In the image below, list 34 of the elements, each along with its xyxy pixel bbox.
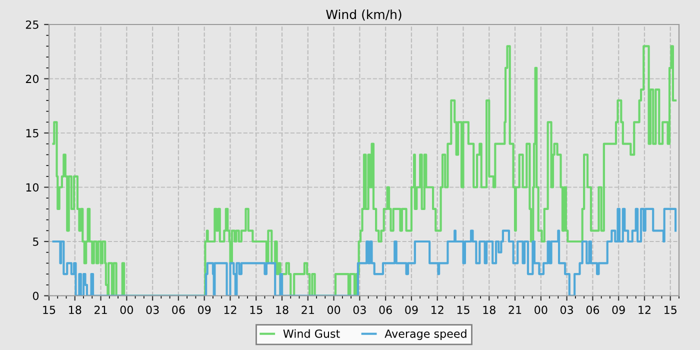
y-tick-label: 0 bbox=[32, 292, 39, 300]
y-tick-label: 25 bbox=[26, 20, 38, 29]
x-tick-label: 15 bbox=[250, 306, 262, 314]
x-tick-label: 21 bbox=[508, 306, 522, 314]
x-tick-label: 00 bbox=[534, 306, 548, 314]
x-tick-label: 09 bbox=[198, 306, 211, 314]
x-tick-label: 15 bbox=[664, 306, 676, 314]
x-tick-label: 09 bbox=[405, 306, 418, 314]
x-tick-label: 18 bbox=[483, 306, 496, 314]
y-tick-label: 5 bbox=[33, 238, 38, 246]
x-tick-label: 09 bbox=[612, 306, 625, 314]
x-tick-label: 00 bbox=[120, 306, 134, 314]
x-tick-label: 12 bbox=[432, 306, 444, 314]
x-tick-label: 21 bbox=[94, 306, 107, 314]
x-tick-label: 06 bbox=[586, 306, 600, 314]
x-tick-label: 03 bbox=[353, 306, 366, 314]
x-tick-label: 18 bbox=[276, 306, 288, 314]
x-tick-label: 15 bbox=[457, 306, 470, 314]
legend-label: Average speed bbox=[384, 329, 466, 340]
x-tick-label: 12 bbox=[638, 306, 650, 314]
y-tick-label: 15 bbox=[26, 129, 38, 138]
x-tick-label: 06 bbox=[379, 306, 392, 314]
chart-title: Wind (km/h) bbox=[326, 9, 402, 21]
legend-label: Wind Gust bbox=[283, 329, 340, 338]
x-tick-label: 21 bbox=[302, 306, 314, 314]
x-tick-label: 15 bbox=[43, 306, 56, 314]
x-tick-label: 00 bbox=[327, 306, 340, 314]
x-tick-label: 12 bbox=[224, 306, 236, 314]
x-tick-label: 03 bbox=[560, 306, 573, 314]
y-tick-label: 20 bbox=[26, 74, 39, 84]
y-tick-label: 10 bbox=[26, 183, 39, 192]
x-tick-label: 03 bbox=[146, 306, 159, 314]
x-tick-label: 06 bbox=[172, 306, 185, 314]
x-tick-label: 18 bbox=[69, 306, 82, 314]
